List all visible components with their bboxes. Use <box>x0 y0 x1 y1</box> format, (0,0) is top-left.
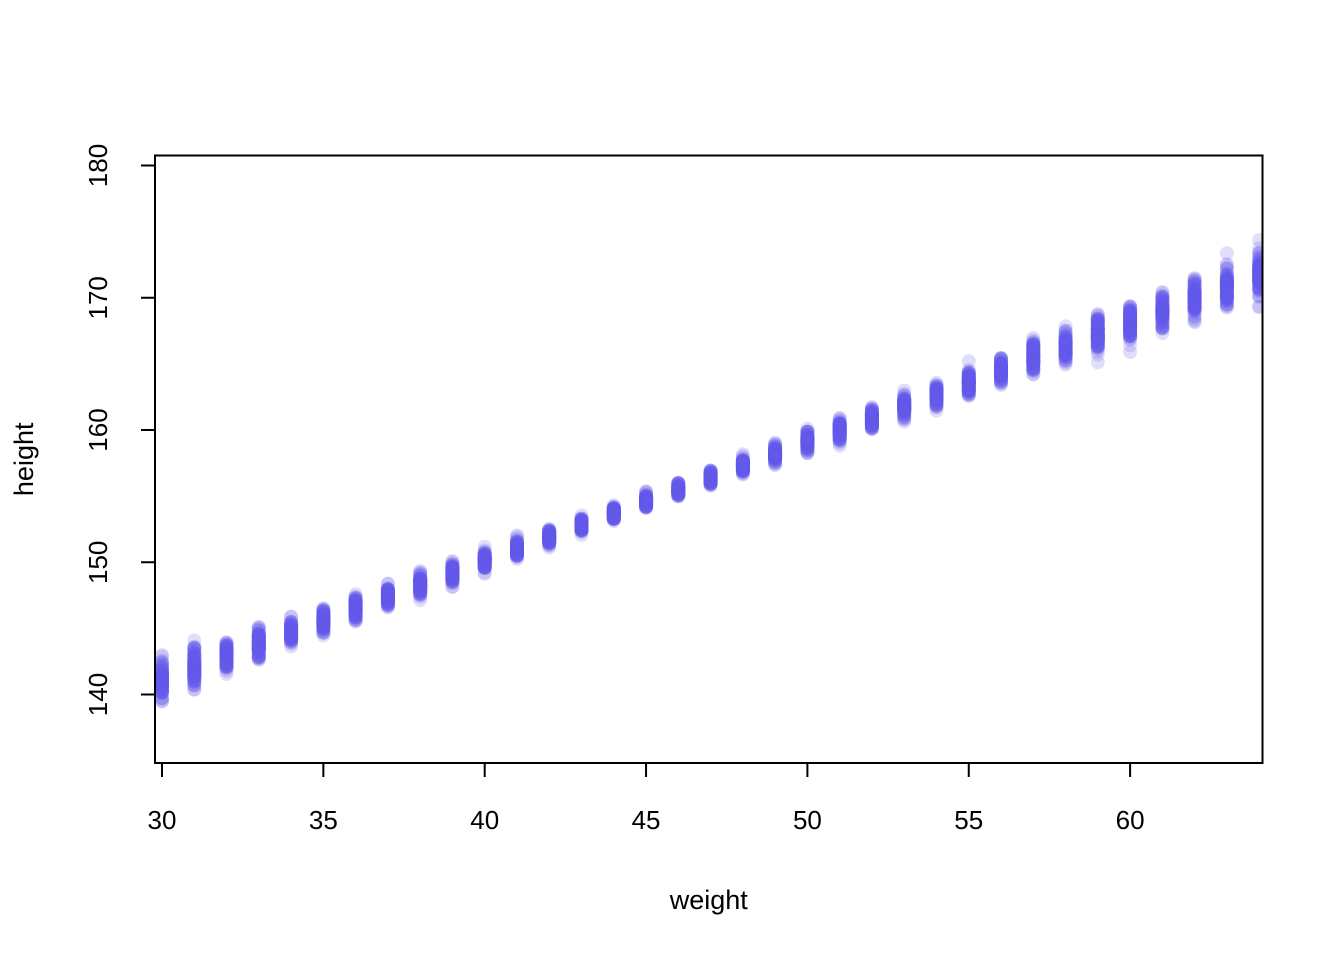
cluster-weight-45 <box>639 484 654 516</box>
y-tick-label: 140 <box>83 673 113 716</box>
x-axis: 30 35 40 45 50 55 60 <box>148 763 1145 835</box>
cluster-weight-42 <box>542 521 557 555</box>
cluster-weight-35 <box>316 601 331 643</box>
y-tick-label: 150 <box>83 541 113 584</box>
cluster-weight-47 <box>703 463 718 493</box>
cluster-weight-32 <box>219 635 234 681</box>
cluster-weight-41 <box>510 528 524 566</box>
cluster-weight-62 <box>1187 271 1202 330</box>
plot-box <box>154 154 1264 764</box>
cluster-weight-33 <box>251 619 266 667</box>
cluster-weight-59 <box>1090 307 1105 370</box>
cluster-weight-40 <box>477 539 492 581</box>
cluster-weight-43 <box>574 508 589 542</box>
cluster-weight-60 <box>1123 298 1138 359</box>
cluster-weight-64 <box>1252 233 1263 314</box>
cluster-weight-58 <box>1058 319 1073 372</box>
cluster-weight-46 <box>671 475 686 504</box>
cluster-weight-38 <box>413 564 428 607</box>
y-tick-label: 160 <box>83 408 113 451</box>
cluster-weight-61 <box>1155 285 1170 340</box>
cluster-weight-30 <box>155 648 169 709</box>
y-tick-label: 180 <box>83 144 113 187</box>
cluster-weight-49 <box>768 435 783 472</box>
x-tick-label: 50 <box>793 805 822 835</box>
y-tick-label: 170 <box>83 276 113 319</box>
cluster-weight-57 <box>1026 331 1041 382</box>
cluster-weight-53 <box>897 383 912 429</box>
x-tick-label: 55 <box>954 805 983 835</box>
cluster-weight-36 <box>348 587 363 629</box>
cluster-weight-56 <box>994 350 1008 392</box>
cluster-weight-44 <box>606 498 621 528</box>
x-tick-label: 35 <box>309 805 338 835</box>
cluster-weight-55 <box>961 354 976 403</box>
x-tick-label: 30 <box>148 805 177 835</box>
x-tick-label: 60 <box>1116 805 1145 835</box>
cluster-weight-51 <box>832 411 847 453</box>
y-axis: 140 150 160 170 180 <box>83 144 155 716</box>
x-tick-label: 40 <box>470 805 499 835</box>
cluster-weight-50 <box>800 421 815 461</box>
y-axis-title: height <box>9 422 39 496</box>
data-points <box>155 233 1263 709</box>
cluster-weight-63 <box>1219 246 1234 315</box>
x-axis-title: weight <box>669 885 749 915</box>
cluster-weight-34 <box>284 609 299 654</box>
cluster-weight-37 <box>380 576 395 615</box>
cluster-weight-31 <box>187 633 202 697</box>
cluster-weight-48 <box>735 447 750 482</box>
cluster-weight-52 <box>864 400 879 437</box>
cluster-weight-54 <box>929 375 944 418</box>
cluster-weight-39 <box>445 554 460 595</box>
x-tick-label: 45 <box>632 805 661 835</box>
